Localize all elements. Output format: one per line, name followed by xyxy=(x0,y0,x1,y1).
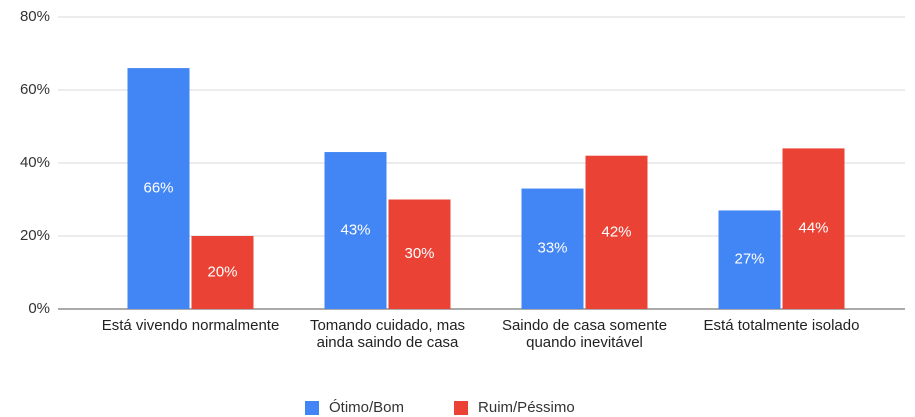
bar xyxy=(388,199,451,309)
x-tick-label: Está vivendo normalmente xyxy=(101,317,280,334)
data-label: 33% xyxy=(537,240,567,257)
y-tick-label: 20% xyxy=(20,227,50,244)
legend-label: Ruim/Péssimo xyxy=(478,399,575,416)
x-tick-label: Saindo de casa somente quando inevitável xyxy=(501,317,668,351)
y-tick-label: 0% xyxy=(28,300,50,317)
bar xyxy=(521,188,584,309)
x-tick-label: Tomando cuidado, mas ainda saindo de cas… xyxy=(309,317,466,351)
bar xyxy=(324,152,387,309)
legend-swatch xyxy=(305,401,319,415)
legend-swatch xyxy=(454,401,469,415)
bar xyxy=(782,148,845,309)
y-tick-label: 80% xyxy=(20,8,50,25)
data-label: 42% xyxy=(601,223,631,240)
y-tick-label: 40% xyxy=(20,154,50,171)
bar xyxy=(718,210,781,309)
data-label: 44% xyxy=(798,220,828,237)
bar xyxy=(585,155,648,309)
data-label: 30% xyxy=(404,245,434,262)
legend-label: Ótimo/Bom xyxy=(329,399,404,416)
bar xyxy=(127,68,190,309)
data-label: 20% xyxy=(207,263,237,280)
data-label: 66% xyxy=(143,180,173,197)
x-tick-label: Está totalmente isolado xyxy=(703,317,860,334)
bar xyxy=(191,236,254,309)
y-tick-label: 60% xyxy=(20,81,50,98)
data-label: 43% xyxy=(340,221,370,238)
data-label: 27% xyxy=(734,251,764,268)
